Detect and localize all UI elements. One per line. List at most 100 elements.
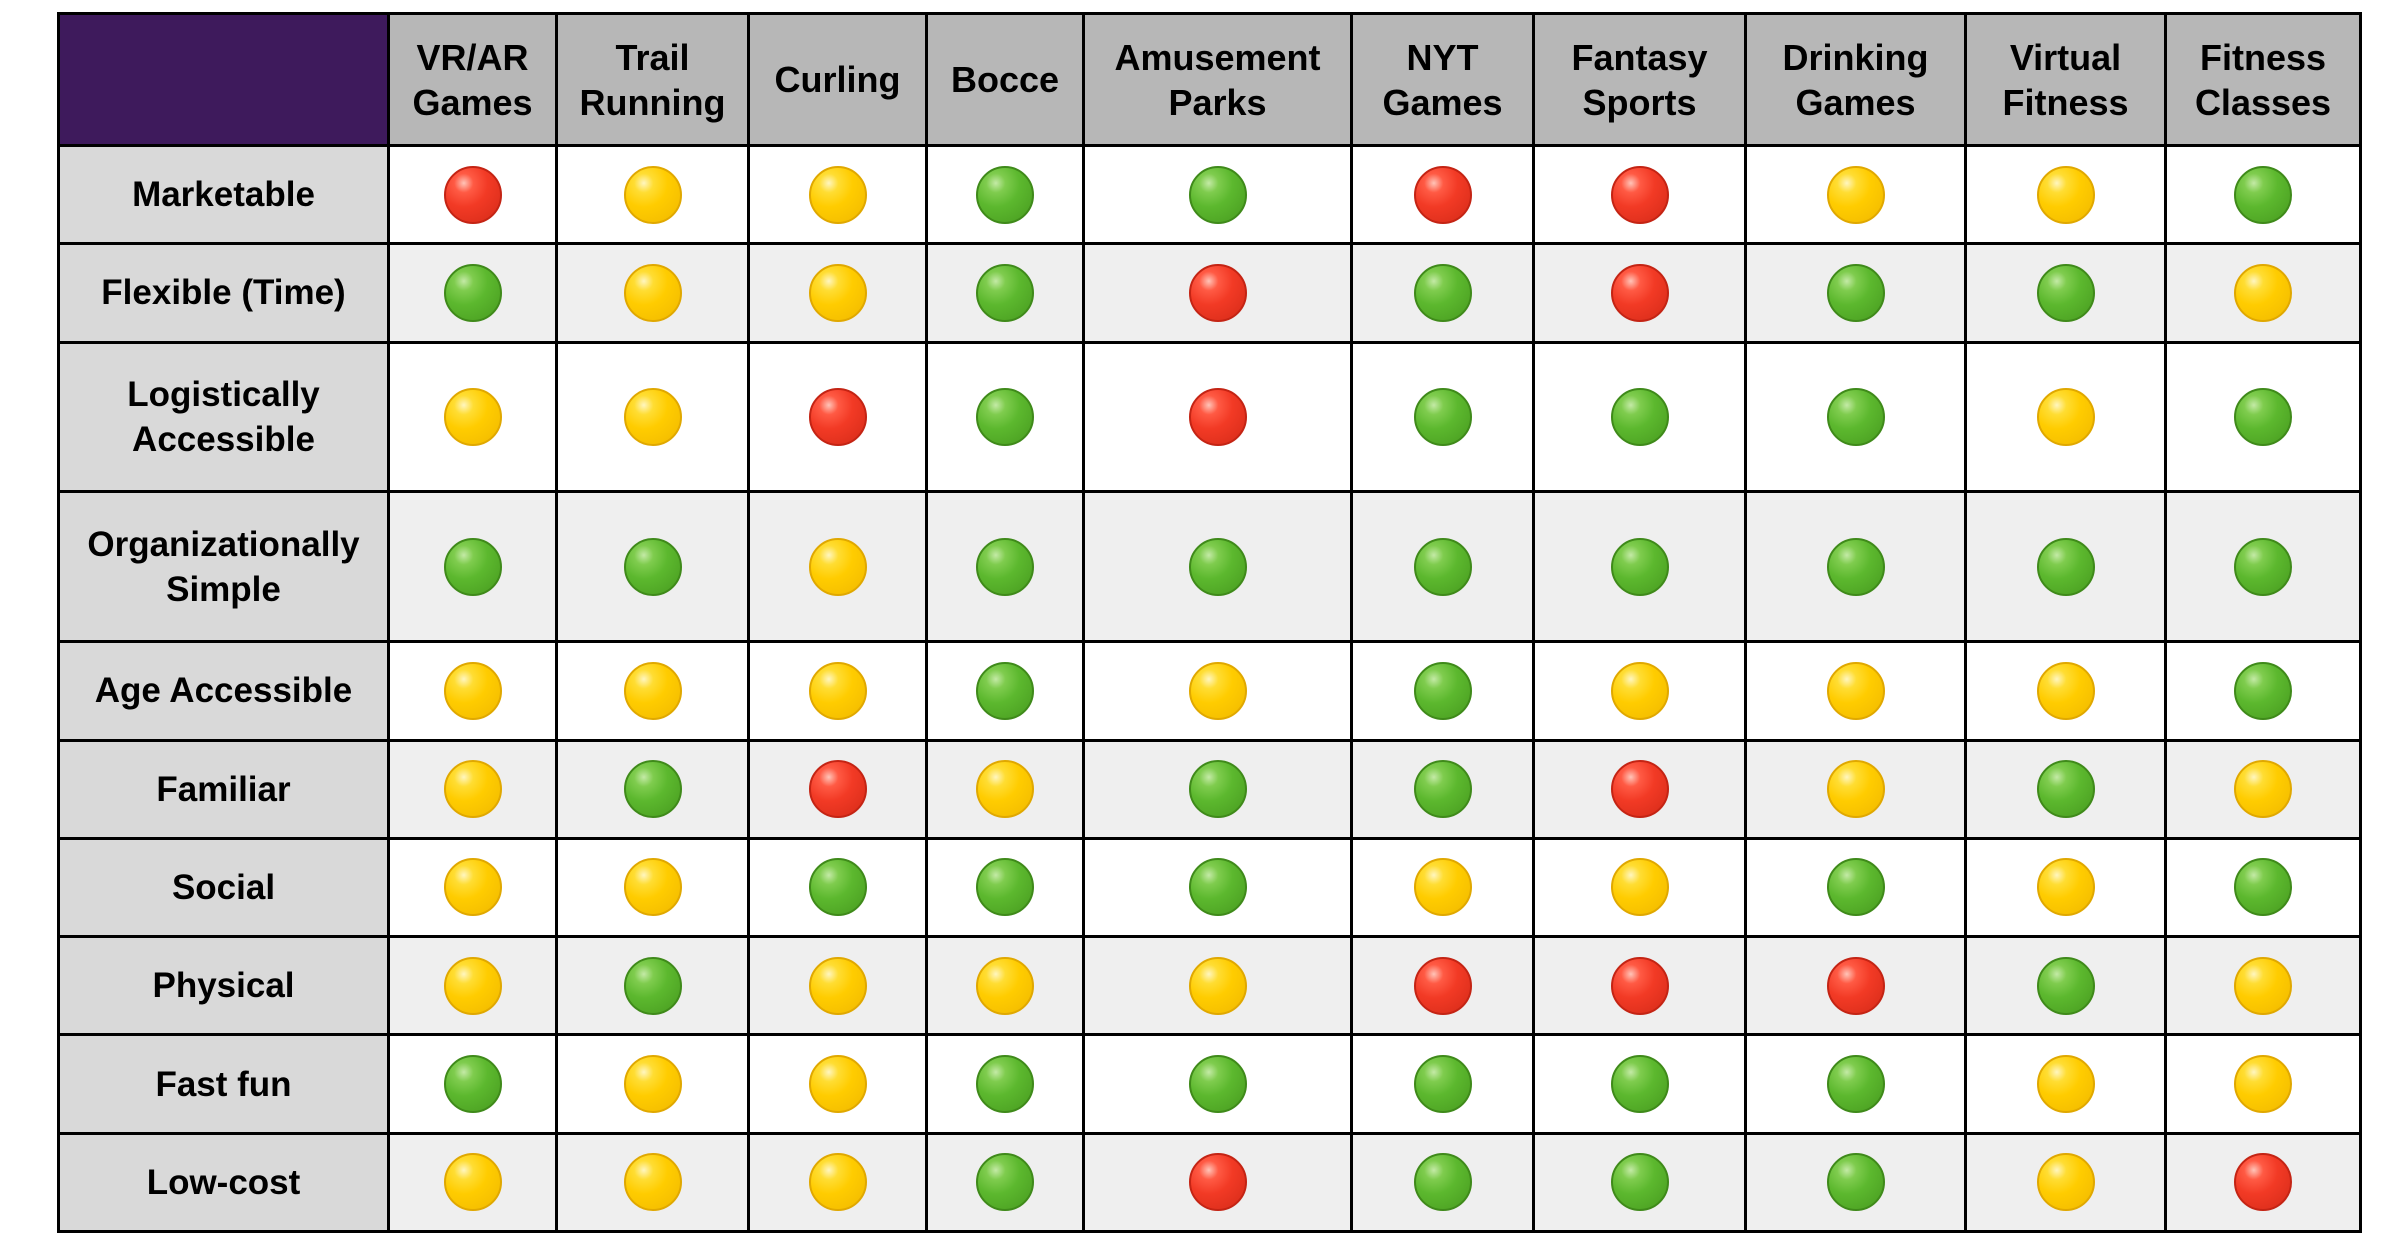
yellow-rating-dot bbox=[443, 1153, 502, 1212]
yellow-rating-dot bbox=[1826, 661, 1885, 720]
column-header-fitness-classes: Fitness Classes bbox=[2164, 12, 2362, 147]
rating-cell bbox=[1964, 340, 2167, 494]
table-row: Age Accessible bbox=[57, 640, 2362, 742]
rating-cell bbox=[1964, 738, 2167, 840]
green-rating-dot bbox=[808, 858, 867, 917]
rating-cell bbox=[1082, 340, 1353, 494]
rating-cell bbox=[747, 738, 928, 840]
rating-cell bbox=[1744, 738, 1967, 840]
row-label-social: Social bbox=[57, 836, 390, 939]
row-label-low-cost: Low-cost bbox=[57, 1131, 390, 1234]
rating-cell bbox=[747, 340, 928, 494]
yellow-rating-dot bbox=[808, 1153, 867, 1212]
rating-cell bbox=[1082, 935, 1353, 1037]
green-rating-dot bbox=[1413, 661, 1472, 720]
yellow-rating-dot bbox=[623, 1055, 682, 1114]
green-rating-dot bbox=[443, 263, 502, 322]
rating-cell bbox=[747, 242, 928, 344]
rating-cell bbox=[1532, 1131, 1747, 1234]
yellow-rating-dot bbox=[1188, 661, 1247, 720]
yellow-rating-dot bbox=[808, 956, 867, 1015]
red-rating-dot bbox=[1610, 760, 1669, 819]
rating-cell bbox=[387, 490, 558, 644]
rating-cell bbox=[1350, 935, 1535, 1037]
yellow-rating-dot bbox=[2234, 760, 2292, 819]
rating-cell bbox=[1532, 490, 1747, 644]
yellow-rating-dot bbox=[623, 263, 682, 322]
rating-cell bbox=[2164, 640, 2362, 742]
rating-cell bbox=[925, 935, 1085, 1037]
green-rating-dot bbox=[1188, 760, 1247, 819]
label-line: Classes bbox=[2194, 81, 2332, 123]
row-label-organizationally-simple: Organizationally Simple bbox=[57, 490, 390, 644]
green-rating-dot bbox=[1826, 858, 1885, 917]
rating-cell bbox=[1744, 1033, 1967, 1135]
green-rating-dot bbox=[1188, 858, 1247, 917]
rating-cell bbox=[2164, 242, 2362, 344]
rating-cell bbox=[925, 143, 1085, 246]
row-label-flexible-time: Flexible (Time) bbox=[57, 242, 390, 344]
green-rating-dot bbox=[2036, 263, 2095, 322]
rating-cell bbox=[555, 490, 750, 644]
yellow-rating-dot bbox=[2036, 165, 2095, 224]
rating-cell bbox=[1350, 1131, 1535, 1234]
rating-cell bbox=[1532, 935, 1747, 1037]
rating-cell bbox=[2164, 935, 2362, 1037]
green-rating-dot bbox=[1413, 537, 1472, 596]
green-rating-dot bbox=[2234, 387, 2292, 446]
yellow-rating-dot bbox=[443, 760, 502, 819]
rating-cell bbox=[1350, 242, 1535, 344]
rating-cell bbox=[1744, 490, 1967, 644]
rating-cell bbox=[1964, 490, 2167, 644]
green-rating-dot bbox=[1826, 387, 1885, 446]
rating-cell bbox=[1964, 935, 2167, 1037]
green-rating-dot bbox=[1826, 537, 1885, 596]
table-row: Physical bbox=[57, 935, 2362, 1037]
yellow-rating-dot bbox=[2036, 1055, 2095, 1114]
rating-cell bbox=[747, 640, 928, 742]
green-rating-dot bbox=[1413, 263, 1472, 322]
yellow-rating-dot bbox=[2036, 661, 2095, 720]
yellow-rating-dot bbox=[2234, 263, 2292, 322]
label-line: Running bbox=[579, 81, 726, 123]
column-header-curling: Curling bbox=[747, 12, 928, 147]
rating-cell bbox=[1964, 1033, 2167, 1135]
green-rating-dot bbox=[1188, 165, 1247, 224]
rating-cell bbox=[2164, 836, 2362, 939]
rating-cell bbox=[747, 935, 928, 1037]
green-rating-dot bbox=[1610, 387, 1669, 446]
green-rating-dot bbox=[2234, 858, 2292, 917]
rating-cell bbox=[555, 1033, 750, 1135]
green-rating-dot bbox=[2036, 760, 2095, 819]
rating-cell bbox=[1350, 640, 1535, 742]
rating-cell bbox=[1532, 340, 1747, 494]
yellow-rating-dot bbox=[808, 537, 867, 596]
rating-cell bbox=[1532, 1033, 1747, 1135]
green-rating-dot bbox=[976, 858, 1034, 917]
rating-cell bbox=[1964, 836, 2167, 939]
rating-cell bbox=[1744, 1131, 1967, 1234]
green-rating-dot bbox=[1826, 263, 1885, 322]
label-line: Virtual bbox=[2009, 36, 2122, 78]
label-line: Social bbox=[171, 867, 276, 907]
yellow-rating-dot bbox=[443, 387, 502, 446]
rating-cell bbox=[1744, 340, 1967, 494]
red-rating-dot bbox=[808, 387, 867, 446]
green-rating-dot bbox=[976, 1055, 1034, 1114]
green-rating-dot bbox=[443, 1055, 502, 1114]
rating-cell bbox=[1744, 640, 1967, 742]
green-rating-dot bbox=[1826, 1055, 1885, 1114]
rating-cell bbox=[1082, 143, 1353, 246]
green-rating-dot bbox=[1610, 537, 1669, 596]
label-line: Fitness bbox=[2002, 81, 2129, 123]
column-header-vr-ar-games: VR/AR Games bbox=[387, 12, 558, 147]
yellow-rating-dot bbox=[443, 858, 502, 917]
rating-cell bbox=[925, 1033, 1085, 1135]
row-label-marketable: Marketable bbox=[57, 143, 390, 246]
label-line: Games bbox=[1382, 81, 1503, 123]
rating-cell bbox=[2164, 143, 2362, 246]
rating-cell bbox=[925, 738, 1085, 840]
red-rating-dot bbox=[1610, 165, 1669, 224]
rating-cell bbox=[387, 242, 558, 344]
yellow-rating-dot bbox=[808, 165, 867, 224]
